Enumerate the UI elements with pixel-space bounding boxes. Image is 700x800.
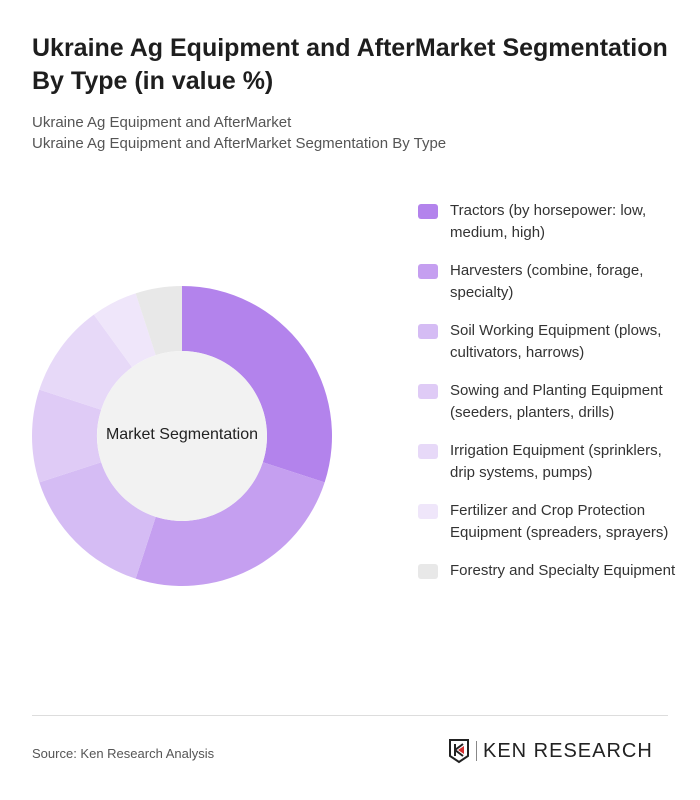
donut-slice-1 [182,286,332,483]
legend-swatch [418,444,438,459]
legend-swatch [418,264,438,279]
ken-shield-icon [449,739,469,764]
subtitle-segmentation: Ukraine Ag Equipment and AfterMarket Seg… [32,135,447,152]
logo-text: KEN RESEARCH [483,739,653,762]
divider [32,715,668,716]
legend-item: Soil Working Equipment (plows, cultivato… [418,320,688,364]
legend-item: Forestry and Specialty Equipment [418,560,688,582]
legend-swatch [418,324,438,339]
legend-swatch [418,564,438,579]
legend-label: Tractors (by horsepower: low, medium, hi… [450,202,647,241]
ken-research-logo: KEN RESEARCH [448,738,653,764]
legend: Tractors (by horsepower: low, medium, hi… [418,200,688,598]
legend-label: Irrigation Equipment (sprinklers, drip s… [450,442,662,481]
legend-swatch [418,384,438,399]
donut-chart [32,286,332,586]
legend-label: Forestry and Specialty Equipment [450,562,676,579]
chart-title: Ukraine Ag Equipment and AfterMarket Seg… [32,34,668,95]
donut-slice-2 [135,462,325,586]
donut-center-label: Market Segmentation [105,426,259,443]
donut-slice-4 [32,389,102,483]
legend-label: Soil Working Equipment (plows, cultivato… [450,322,662,361]
donut-hole [97,351,267,521]
legend-label: Fertilizer and Crop Protection Equipment… [450,502,669,541]
legend-item: Irrigation Equipment (sprinklers, drip s… [418,440,688,484]
legend-label: Sowing and Planting Equipment (seeders, … [450,382,663,421]
legend-item: Sowing and Planting Equipment (seeders, … [418,380,688,424]
donut-slice-6 [93,293,156,368]
donut-slice-3 [39,462,156,579]
donut-slice-7 [135,286,182,356]
legend-swatch [418,504,438,519]
donut-slice-5 [39,314,133,410]
subtitle-market: Ukraine Ag Equipment and AfterMarket [32,114,292,131]
source-note: Source: Ken Research Analysis [32,746,215,761]
legend-item: Harvesters (combine, forage, specialty) [418,260,688,304]
legend-item: Tractors (by horsepower: low, medium, hi… [418,200,688,244]
legend-item: Fertilizer and Crop Protection Equipment… [418,500,688,544]
legend-label: Harvesters (combine, forage, specialty) [450,262,644,301]
legend-swatch [418,204,438,219]
